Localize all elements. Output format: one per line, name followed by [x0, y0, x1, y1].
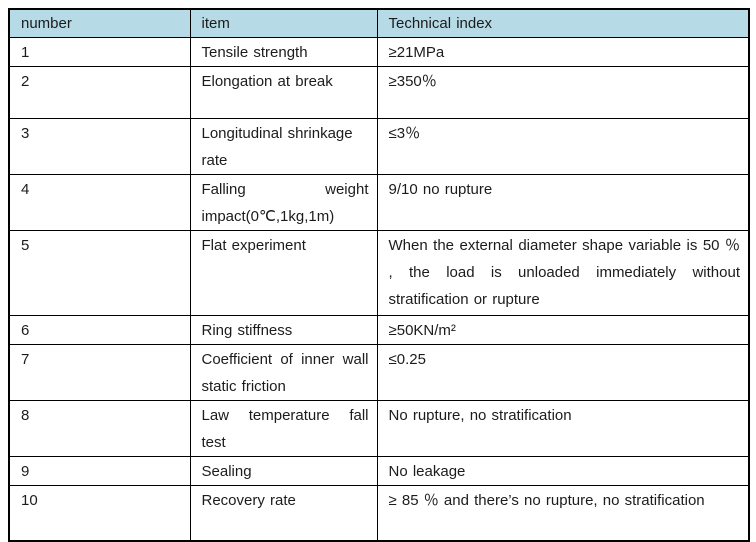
cell-item: Flat experiment — [189, 230, 378, 316]
cell-item: Falling weight impact(0℃,1kg,1m) — [189, 174, 378, 231]
col-header-number: number — [8, 8, 191, 38]
cell-number: 6 — [8, 315, 191, 345]
table-row: 9 Sealing No leakage — [8, 456, 750, 486]
table-row: 2 Elongation at break ≥350％ — [8, 66, 750, 119]
cell-technical-index: 9/10 no rupture — [376, 174, 750, 231]
cell-number: 7 — [8, 344, 191, 401]
table-row: 8 Law temperature fall test No rupture, … — [8, 400, 750, 457]
cell-technical-index: ≥21MPa — [376, 37, 750, 67]
col-header-item: item — [189, 8, 378, 38]
cell-technical-index: ≥50KN/m² — [376, 315, 750, 345]
cell-number: 2 — [8, 66, 191, 119]
cell-item: Recovery rate — [189, 485, 378, 542]
table-row: 4 Falling weight impact(0℃,1kg,1m) 9/10 … — [8, 174, 750, 231]
cell-technical-index: ≤3％ — [376, 118, 750, 175]
table-row: 10 Recovery rate ≥ 85 ％ and there’s no r… — [8, 485, 750, 542]
cell-technical-index: ≥350％ — [376, 66, 750, 119]
cell-number: 9 — [8, 456, 191, 486]
table-row: 6 Ring stiffness ≥50KN/m² — [8, 315, 750, 345]
cell-technical-index: ≥ 85 ％ and there’s no rupture, no strati… — [376, 485, 750, 542]
cell-number: 10 — [8, 485, 191, 542]
table-row: 1 Tensile strength ≥21MPa — [8, 37, 750, 67]
col-header-technical-index: Technical index — [376, 8, 750, 38]
table-row: 5 Flat experiment When the external diam… — [8, 230, 750, 316]
cell-item: Elongation at break — [189, 66, 378, 119]
technical-index-table: number item Technical index 1 Tensile st… — [8, 8, 750, 542]
cell-item: Ring stiffness — [189, 315, 378, 345]
cell-number: 8 — [8, 400, 191, 457]
cell-item: Law temperature fall test — [189, 400, 378, 457]
cell-number: 1 — [8, 37, 191, 67]
cell-technical-index: When the external diameter shape variabl… — [376, 230, 750, 316]
table-row: 7 Coefficient of inner wall static frict… — [8, 344, 750, 401]
cell-item: Coefficient of inner wall static frictio… — [189, 344, 378, 401]
cell-technical-index: No leakage — [376, 456, 750, 486]
cell-number: 5 — [8, 230, 191, 316]
header-row: number item Technical index — [8, 8, 750, 38]
table-row: 3 Longitudinal shrinkage rate ≤3％ — [8, 118, 750, 175]
cell-item: Longitudinal shrinkage rate — [189, 118, 378, 175]
cell-number: 3 — [8, 118, 191, 175]
cell-item: Tensile strength — [189, 37, 378, 67]
cell-item: Sealing — [189, 456, 378, 486]
cell-technical-index: No rupture, no stratification — [376, 400, 750, 457]
cell-technical-index: ≤0.25 — [376, 344, 750, 401]
cell-number: 4 — [8, 174, 191, 231]
